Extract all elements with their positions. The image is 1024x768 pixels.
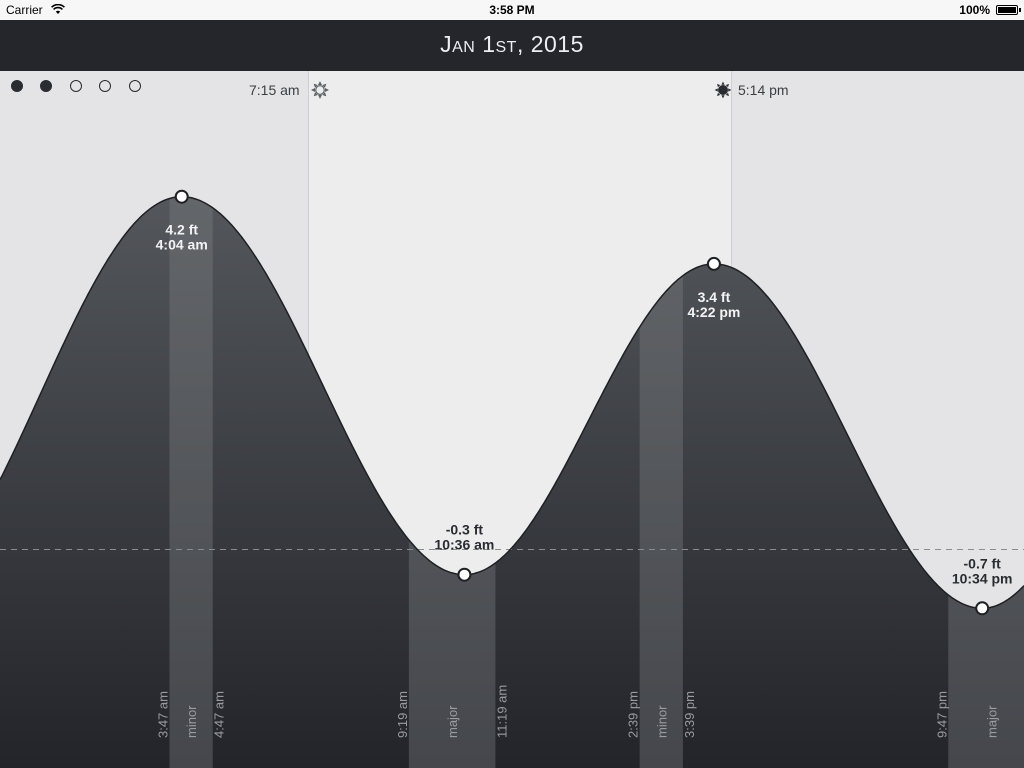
tide-time-label: 10:36 am (434, 537, 494, 553)
tide-time-label: 10:34 pm (952, 570, 1013, 586)
page-dot[interactable] (40, 80, 52, 92)
page-dot[interactable] (129, 80, 141, 92)
period-type-label: minor (184, 705, 199, 738)
period-type-label: minor (654, 705, 669, 738)
period-type-label: major (445, 705, 460, 738)
status-bar: Carrier 3:58 PM 100% (0, 0, 1024, 20)
sunrise-time: 7:15 am (249, 82, 300, 98)
page-dot[interactable] (11, 80, 23, 92)
sunset-icon (714, 81, 732, 99)
sunset-time: 5:14 pm (738, 82, 789, 98)
tide-height-label: -0.7 ft (964, 555, 1002, 571)
period-start-label: 2:39 pm (626, 691, 641, 738)
period-end-label: 3:39 pm (682, 691, 697, 738)
tide-chart[interactable]: 3:47 am minor 4:47 am 9:19 am major 11:19 am 2… (0, 71, 1024, 768)
page-dot[interactable] (99, 80, 111, 92)
tide-extreme-marker[interactable] (706, 256, 721, 271)
page-dot[interactable] (70, 80, 82, 92)
tide-height-label: 3.4 ft (698, 289, 731, 305)
period-start-label: 3:47 am (155, 691, 170, 738)
period-end-label: 4:47 am (212, 691, 227, 738)
tide-extreme-marker[interactable] (975, 601, 990, 616)
tide-time-label: 4:04 am (156, 237, 208, 253)
tide-curve-line (0, 195, 1024, 610)
page-title[interactable]: Jan 1st, 2015 (440, 31, 584, 57)
battery-icon (996, 5, 1021, 15)
wifi-icon (51, 4, 65, 15)
clock-time: 3:58 PM (489, 3, 535, 17)
tide-curve-fill (0, 196, 1024, 768)
minor-period-band (169, 196, 213, 768)
period-end-label: 11:19 am (494, 685, 509, 738)
period-type-label: major (985, 705, 1000, 738)
tide-height-label: 4.2 ft (165, 222, 198, 238)
tide-extreme-marker[interactable] (457, 567, 472, 582)
period-start-label: 9:47 pm (934, 691, 949, 738)
sunrise-icon (311, 81, 329, 99)
period-start-label: 9:19 am (395, 691, 410, 738)
tide-extreme-marker[interactable] (174, 189, 189, 204)
header-bar: Jan 1st, 2015 (0, 20, 1024, 71)
carrier-label: Carrier (6, 3, 43, 17)
tide-height-label: -0.3 ft (446, 522, 484, 538)
battery-percent: 100% (959, 3, 990, 17)
tide-time-label: 4:22 pm (687, 304, 740, 320)
